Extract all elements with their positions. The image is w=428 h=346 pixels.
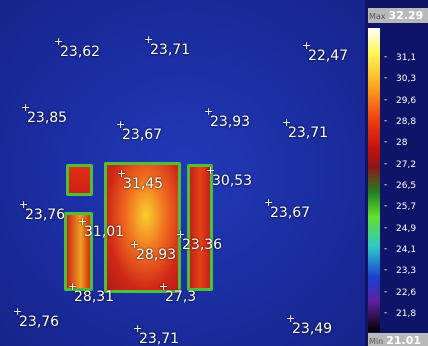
reading: 28,31 xyxy=(74,289,114,305)
reading: 23,36 xyxy=(182,237,222,253)
reading: 23,76 xyxy=(25,207,65,223)
reading: 27,3 xyxy=(165,289,196,305)
max-label: Max xyxy=(369,12,386,21)
reading: 23,76 xyxy=(19,314,59,330)
hot-region xyxy=(187,164,213,291)
scale-tick-label: 24,9 xyxy=(396,224,416,234)
min-label: Min xyxy=(369,337,383,346)
scale-tick-label: 28 xyxy=(396,138,407,148)
scale-tick-label: 30,3 xyxy=(396,74,416,84)
reading: 23,93 xyxy=(210,114,250,130)
reading: 23,71 xyxy=(288,125,328,141)
reading: 23,71 xyxy=(150,42,190,58)
reading: 23,49 xyxy=(292,321,332,337)
scale-tick-label: 22,6 xyxy=(396,288,416,298)
scale-tick-label: 28,8 xyxy=(396,117,416,127)
scale-tick-label: 25,7 xyxy=(396,202,416,212)
color-scale xyxy=(368,28,380,332)
scale-tick-label: 26,5 xyxy=(396,181,416,191)
reading: 23,85 xyxy=(27,110,67,126)
scale-tick-label: 24,1 xyxy=(396,245,416,255)
scale-tick-label: 23,3 xyxy=(396,266,416,276)
max-value: 32.29 xyxy=(389,9,424,22)
reading: 23,67 xyxy=(122,127,162,143)
scale-tick-label: 21,8 xyxy=(396,309,416,319)
reading: 23,62 xyxy=(60,44,100,60)
hot-region xyxy=(66,164,93,196)
reading: 31,01 xyxy=(84,224,124,240)
thermal-screenshot: 23,62 23,71 22,47 23,85 23,67 23,93 23,7… xyxy=(0,0,428,346)
reading: 31,45 xyxy=(123,176,163,192)
reading: 23,71 xyxy=(139,331,179,346)
reading: 30,53 xyxy=(212,173,252,189)
scale-tick-label: 29,6 xyxy=(396,96,416,106)
reading: 28,93 xyxy=(136,247,176,263)
reading: 22,47 xyxy=(308,48,348,64)
scale-tick-label: 31,1 xyxy=(396,53,416,63)
min-value: 21.01 xyxy=(386,334,421,346)
reading: 23,67 xyxy=(270,205,310,221)
scale-tick-label: 27,2 xyxy=(396,160,416,170)
